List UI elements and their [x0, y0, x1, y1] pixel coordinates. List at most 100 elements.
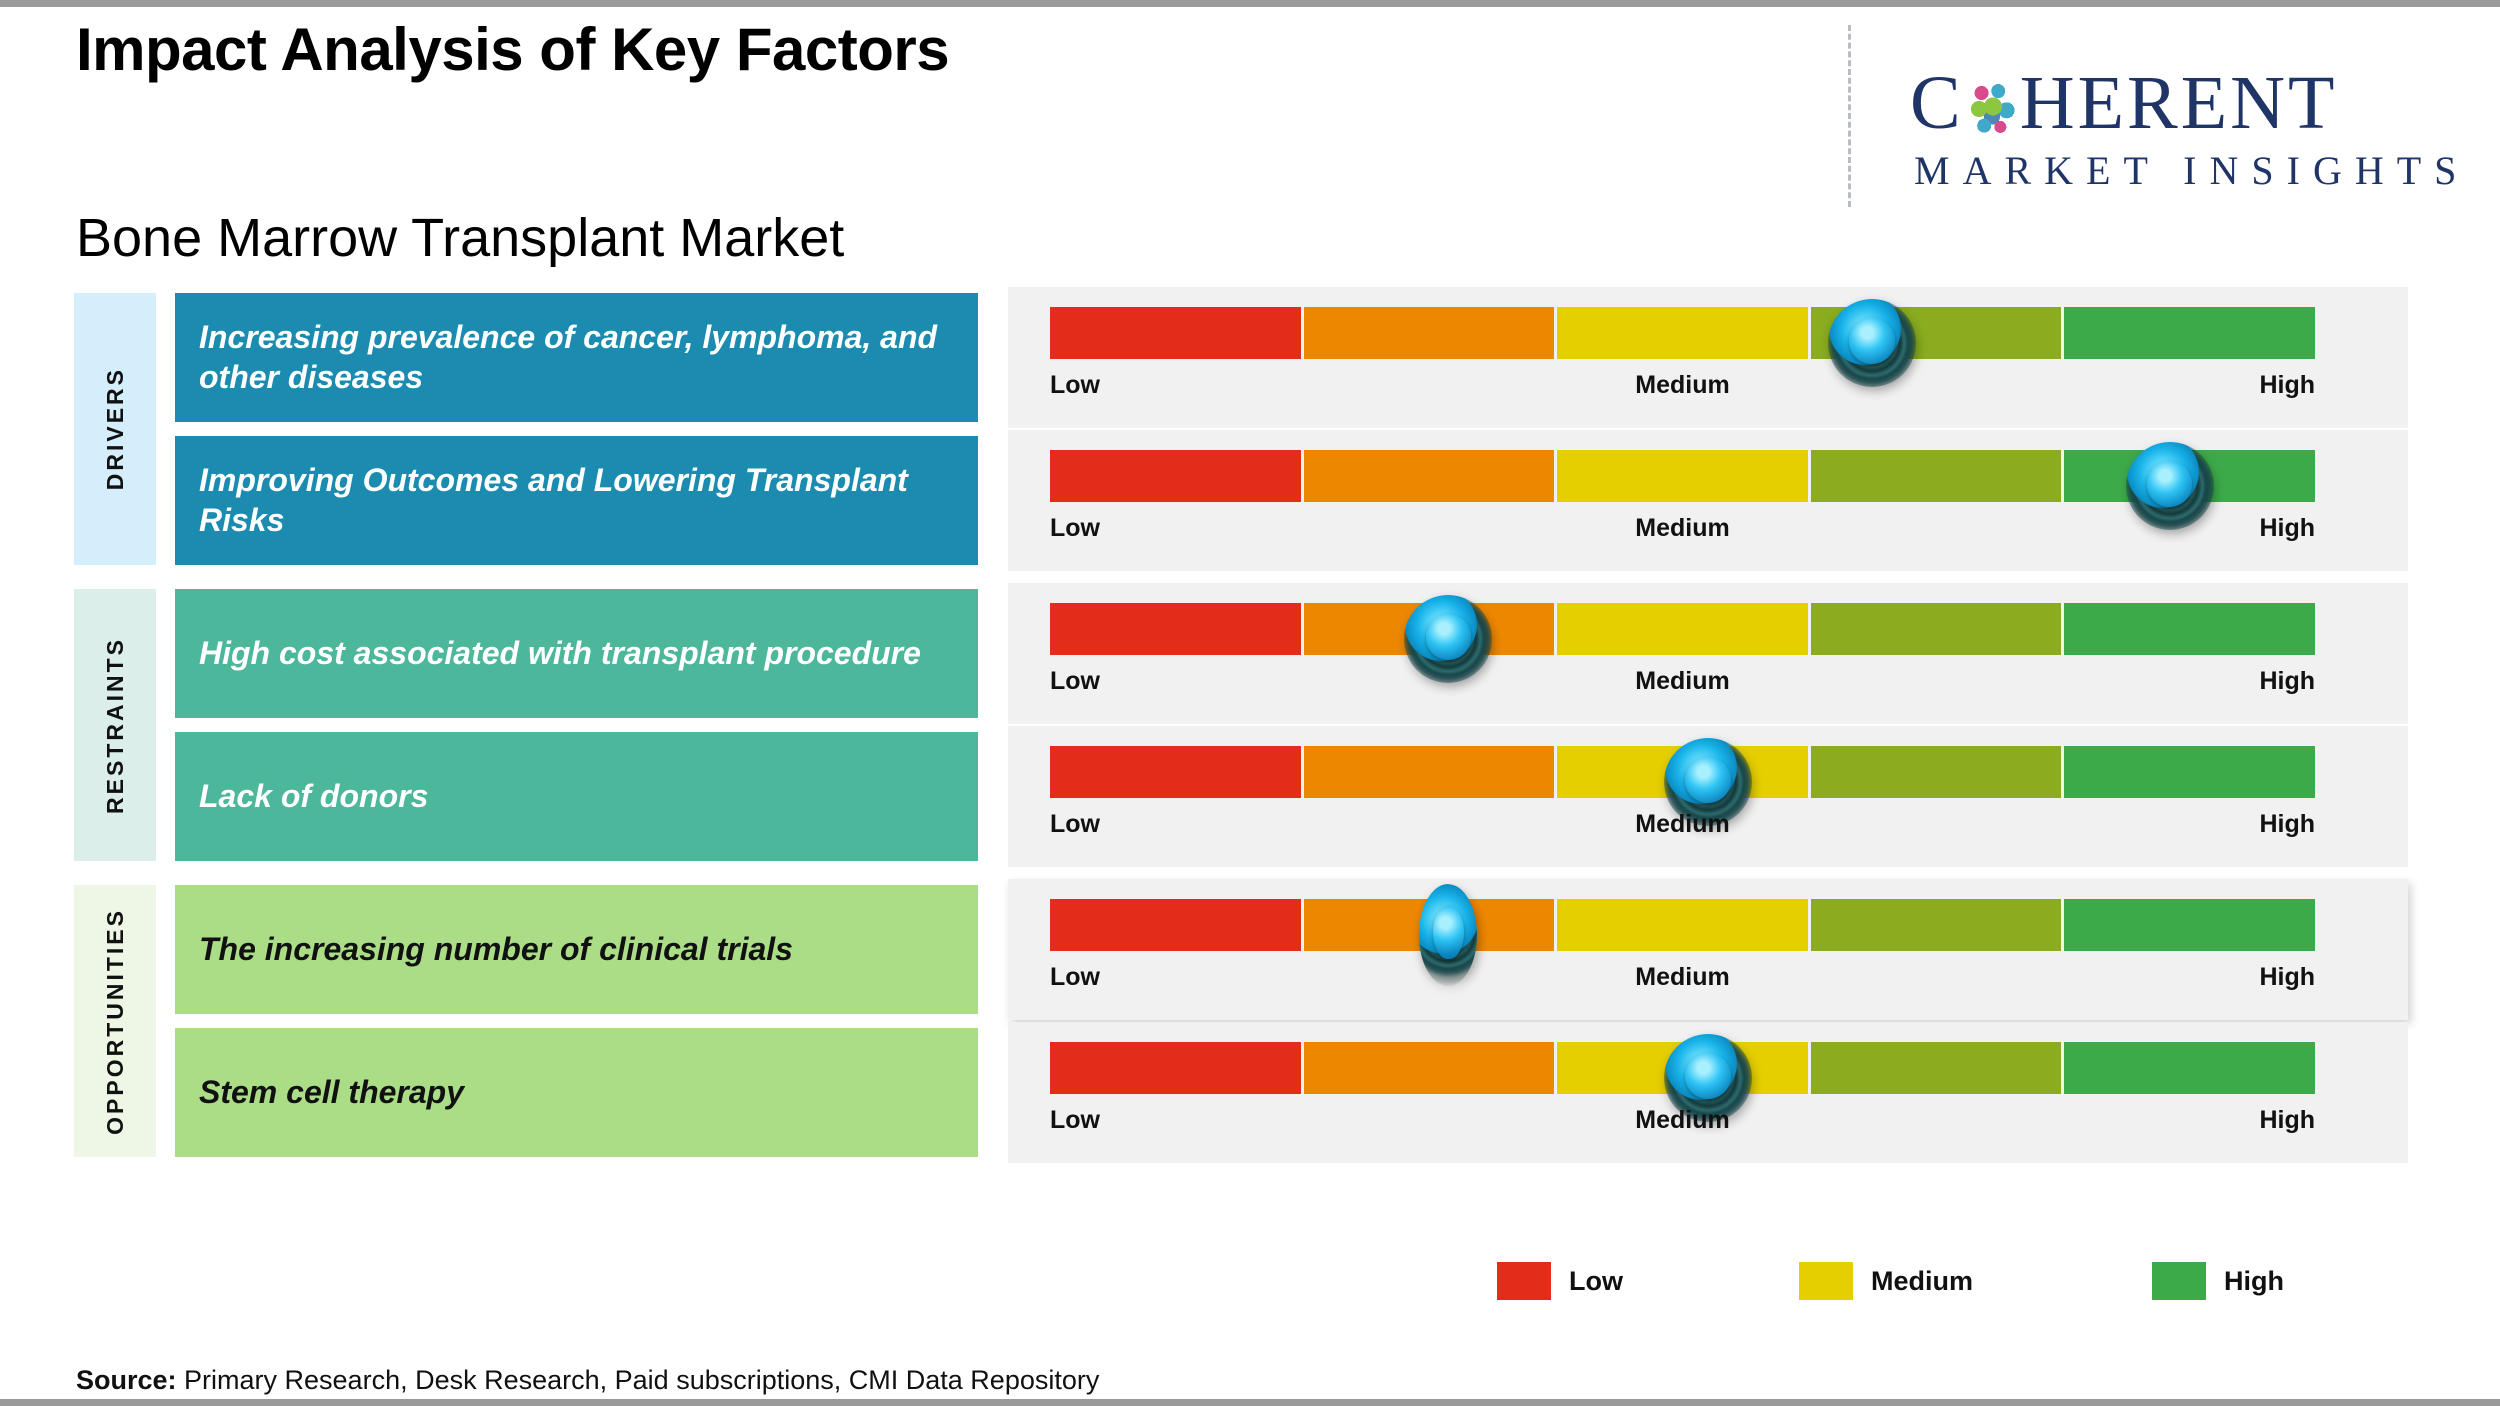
gauge-segment-1: [1050, 603, 1301, 655]
impact-marker[interactable]: [1404, 595, 1493, 683]
gauge-segment-3: [1557, 307, 1808, 359]
gauge-track: [1050, 1034, 2315, 1122]
factor-row: High cost associated with transplant pro…: [0, 583, 2500, 724]
company-logo: C HERENT MARKET INSIGHTS: [1848, 19, 2488, 209]
legend-item-low: Low: [1497, 1262, 1623, 1300]
impact-gauge: Low Medium High: [1008, 287, 2408, 428]
gauge-scale: Low Medium High: [1050, 514, 2315, 548]
group-restraints: RESTRAINTS High cost associated with tran…: [0, 583, 2500, 867]
factor-label: Increasing prevalence of cancer, lymphom…: [199, 319, 938, 395]
gauge-scale: Low Medium High: [1050, 963, 2315, 997]
legend-swatch: [1799, 1262, 1853, 1300]
gauge-segment-4: [1810, 1042, 2062, 1094]
scale-label-low: Low: [1050, 514, 1100, 542]
gauge-track: [1050, 595, 2315, 683]
source-text: Primary Research, Desk Research, Paid su…: [176, 1365, 1100, 1395]
legend-label: High: [2224, 1265, 2284, 1296]
factor-row: Stem cell therapy Low Medium High: [0, 1022, 2500, 1163]
globe-icon: [1965, 77, 2018, 141]
legend-item-high: High: [2152, 1262, 2284, 1300]
factor-row: Increasing prevalence of cancer, lymphom…: [0, 287, 2500, 428]
source-note: Source: Primary Research, Desk Research,…: [76, 1365, 1099, 1396]
factor-label: Lack of donors: [199, 777, 429, 814]
impact-marker[interactable]: [2125, 442, 2214, 530]
scale-label-medium: Medium: [1635, 514, 1730, 542]
gauge-track: [1050, 738, 2315, 826]
logo-tagline: MARKET INSIGHTS: [1914, 148, 2470, 193]
gauge-scale: Low Medium High: [1050, 667, 2315, 701]
gauge-segment-1: [1050, 899, 1301, 951]
gauge-segment-5: [2064, 1042, 2315, 1094]
gauge-segment-2: [1303, 450, 1555, 502]
group-drivers: DRIVERS Increasing prevalence of cancer, …: [0, 287, 2500, 571]
gauge-segment-2: [1303, 307, 1555, 359]
factor-card[interactable]: Improving Outcomes and Lowering Transpla…: [175, 436, 978, 565]
factor-card[interactable]: The increasing number of clinical trials: [175, 885, 978, 1014]
legend-swatch: [2152, 1262, 2206, 1300]
gauge-segment-1: [1050, 450, 1301, 502]
scale-label-low: Low: [1050, 810, 1100, 838]
impact-marker[interactable]: [1419, 884, 1478, 986]
group-opportunities: OPPORTUNITIES The increasing number of cl…: [0, 879, 2500, 1163]
gauge-segment-4: [1810, 603, 2062, 655]
factor-label: High cost associated with transplant pro…: [199, 634, 921, 671]
factor-row: Improving Outcomes and Lowering Transpla…: [0, 430, 2500, 571]
gauge-scale: Low Medium High: [1050, 1106, 2315, 1140]
gauge-segment-5: [2064, 307, 2315, 359]
impact-marker[interactable]: [1663, 1034, 1752, 1122]
gauge-segment-5: [2064, 899, 2315, 951]
market-subtitle: Bone Marrow Transplant Market: [76, 208, 845, 268]
factor-row: Lack of donors Low Medium High: [0, 726, 2500, 867]
legend-label: Low: [1569, 1265, 1623, 1296]
scale-label-high: High: [2259, 514, 2315, 542]
impact-gauge: Low Medium High: [1008, 430, 2408, 571]
scale-label-high: High: [2259, 667, 2315, 695]
gauge-segment-3: [1557, 603, 1808, 655]
gauge-track: [1050, 299, 2315, 387]
logo-rest: HERENT: [2019, 61, 2338, 145]
scale-label-low: Low: [1050, 371, 1100, 399]
gauge-segment-1: [1050, 1042, 1301, 1094]
legend-label: Medium: [1871, 1265, 1974, 1296]
scale-label-medium: Medium: [1635, 963, 1730, 991]
factor-card[interactable]: High cost associated with transplant pro…: [175, 589, 978, 718]
source-label: Source:: [76, 1365, 177, 1395]
impact-gauge: Low Medium High: [1008, 726, 2408, 867]
gauge-segment-4: [1810, 899, 2062, 951]
gauge-segment-4: [1810, 746, 2062, 798]
scale-label-low: Low: [1050, 963, 1100, 991]
scale-label-high: High: [2259, 963, 2315, 991]
scale-label-low: Low: [1050, 667, 1100, 695]
gauge-scale: Low Medium High: [1050, 810, 2315, 844]
scale-label-high: High: [2259, 371, 2315, 399]
gauge-segment-5: [2064, 746, 2315, 798]
category-column-opportunities: OPPORTUNITIES: [74, 885, 156, 1157]
gauge-segment-3: [1557, 450, 1808, 502]
scale-label-low: Low: [1050, 1106, 1100, 1134]
factor-card[interactable]: Lack of donors: [175, 732, 978, 861]
factor-card[interactable]: Stem cell therapy: [175, 1028, 978, 1157]
logo-divider: [1848, 25, 1851, 207]
impact-matrix: DRIVERS Increasing prevalence of cancer, …: [0, 287, 2500, 1181]
gauge-scale: Low Medium High: [1050, 371, 2315, 405]
legend-item-medium: Medium: [1799, 1262, 1973, 1300]
scale-label-medium: Medium: [1635, 1106, 1730, 1134]
gauge-segment-2: [1303, 746, 1555, 798]
scale-label-high: High: [2259, 810, 2315, 838]
gauge-segment-1: [1050, 307, 1301, 359]
factor-card[interactable]: Increasing prevalence of cancer, lymphom…: [175, 293, 978, 422]
factor-row: The increasing number of clinical trials…: [0, 879, 2500, 1020]
gauge-track: [1050, 884, 2315, 986]
impact-gauge: Low Medium High: [1008, 1022, 2408, 1163]
factor-label: Improving Outcomes and Lowering Transpla…: [199, 462, 908, 538]
page-title: Impact Analysis of Key Factors: [76, 16, 950, 83]
impact-marker[interactable]: [1663, 738, 1752, 826]
impact-marker[interactable]: [1828, 299, 1917, 387]
gauge-segment-5: [2064, 603, 2315, 655]
gauge-segment-3: [1557, 899, 1808, 951]
factor-label: The increasing number of clinical trials: [199, 930, 793, 967]
scale-label-medium: Medium: [1635, 667, 1730, 695]
gauge-segment-1: [1050, 746, 1301, 798]
logo-wordmark: C HERENT: [1910, 65, 2337, 141]
